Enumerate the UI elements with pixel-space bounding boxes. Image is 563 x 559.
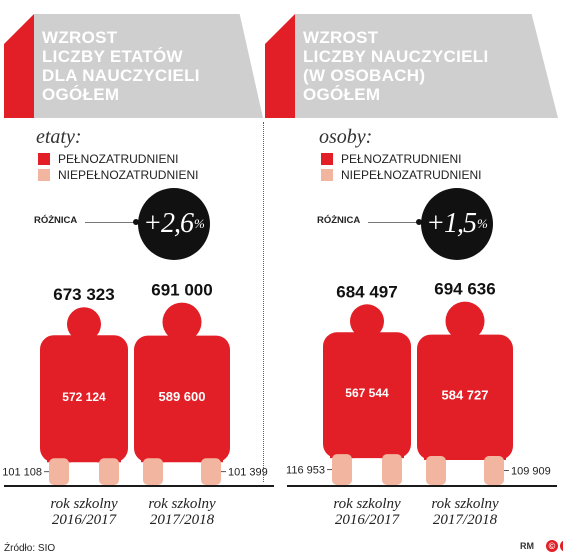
legend-swatch-part-time xyxy=(38,169,50,181)
bar-part-time xyxy=(99,458,119,485)
figure-head xyxy=(445,301,485,341)
category-label: rok szkolny 2017/2018 xyxy=(148,496,216,528)
bar-part-time xyxy=(143,458,163,485)
total-label: 684 497 xyxy=(336,282,397,301)
difference-leader-dot xyxy=(416,219,422,225)
value-label-full-time: 572 124 xyxy=(62,390,106,404)
legend-swatch-part-time xyxy=(321,169,333,181)
author-initials: RM xyxy=(520,541,534,551)
difference-leader-dot xyxy=(133,219,139,225)
figure-0: 572 124 673 323 101 108 xyxy=(2,285,128,485)
value-label-full-time: 589 600 xyxy=(159,389,206,404)
figure-hip xyxy=(141,452,165,463)
category-label: rok szkolny 2016/2017 xyxy=(333,496,401,528)
figure-head xyxy=(162,302,202,342)
total-label: 694 636 xyxy=(434,280,495,299)
legend-swatch-full-time xyxy=(321,153,333,165)
bar-part-time xyxy=(382,454,402,485)
header-notch xyxy=(265,14,295,44)
figure-head xyxy=(350,304,384,339)
bar-part-time xyxy=(332,454,352,485)
difference-badge: +2,6% xyxy=(138,188,210,260)
difference-unit: % xyxy=(477,216,488,231)
figure-hip xyxy=(424,449,448,460)
baseline xyxy=(287,485,557,487)
chart-title: WZROST LICZBY ETATÓW DLA NAUCZYCIELI OGÓ… xyxy=(42,28,200,104)
baseline xyxy=(4,485,274,487)
value-label-full-time: 567 544 xyxy=(345,386,389,400)
difference-value: +2,6 xyxy=(143,208,194,239)
source-note: Źródło: SIO xyxy=(4,543,56,554)
figure-0: 567 544 684 497 116 953 xyxy=(286,282,411,485)
people-figures: 572 124 673 323 101 108 589 600 691 000 101 3… xyxy=(2,281,268,485)
bar-part-time xyxy=(49,458,69,485)
credit: RM © P xyxy=(520,540,563,552)
figure-hip xyxy=(482,449,506,460)
figure-1: 584 727 694 636 109 909 xyxy=(417,280,551,485)
legend-item-full-time: PEŁNOZATRUDNIENI xyxy=(38,152,178,166)
legend-label: PEŁNOZATRUDNIENI xyxy=(58,152,179,166)
value-label-part-time: 101 399 xyxy=(228,467,268,479)
chart-panel-persons: WZROST LICZBY NAUCZYCIELI (W OSOBACH) OG… xyxy=(265,0,563,528)
total-label: 673 323 xyxy=(53,285,114,304)
panel-divider xyxy=(263,122,264,482)
publisher-logo-c-icon: © xyxy=(546,540,558,552)
figure-1: 589 600 691 000 101 399 xyxy=(134,281,268,485)
difference-leader-line xyxy=(85,222,135,223)
figure-hip xyxy=(380,448,404,459)
bar-part-time xyxy=(201,458,221,485)
legend-label: PEŁNOZATRUDNIENI xyxy=(341,152,462,166)
category-label: rok szkolny 2017/2018 xyxy=(431,496,499,528)
difference-label: RÓŻNICA xyxy=(34,215,78,226)
figure-head xyxy=(67,307,101,342)
legend-item-part-time: NIEPEŁNOZATRUDNIENI xyxy=(38,168,198,182)
value-label-part-time: 116 953 xyxy=(286,465,325,477)
total-label: 691 000 xyxy=(151,281,212,300)
figure-hip xyxy=(47,452,71,463)
bar-full-time xyxy=(417,334,513,460)
legend-label: NIEPEŁNOZATRUDNIENI xyxy=(341,168,482,182)
figure-hip xyxy=(97,452,121,463)
difference-leader-line xyxy=(368,222,418,223)
header-banner: WZROST LICZBY NAUCZYCIELI (W OSOBACH) OG… xyxy=(265,14,558,118)
difference-value: +1,5 xyxy=(426,208,477,239)
unit-label: etaty: xyxy=(36,126,82,148)
figure-hip xyxy=(199,452,223,463)
people-figures: 567 544 684 497 116 953 584 727 694 636 109 9… xyxy=(286,280,551,485)
header-notch xyxy=(4,14,34,44)
bar-full-time xyxy=(134,335,230,463)
chart-panel-fte: WZROST LICZBY ETATÓW DLA NAUCZYCIELI OGÓ… xyxy=(0,0,280,528)
figure-hip xyxy=(330,448,354,459)
difference-badge: +1,5% xyxy=(421,188,493,260)
value-label-full-time: 584 727 xyxy=(442,387,489,402)
header-banner: WZROST LICZBY ETATÓW DLA NAUCZYCIELI OGÓ… xyxy=(4,14,263,118)
bar-part-time xyxy=(426,455,446,485)
difference-unit: % xyxy=(194,216,205,231)
unit-label: osoby: xyxy=(319,126,373,148)
bar-full-time xyxy=(323,332,411,459)
legend-swatch-full-time xyxy=(38,153,50,165)
value-label-part-time: 109 909 xyxy=(511,465,551,477)
chart-title: WZROST LICZBY NAUCZYCIELI (W OSOBACH) OG… xyxy=(303,28,489,104)
difference-label: RÓŻNICA xyxy=(317,215,361,226)
bar-part-time xyxy=(484,455,504,485)
legend-label: NIEPEŁNOZATRUDNIENI xyxy=(58,168,199,182)
value-label-part-time: 101 108 xyxy=(2,467,42,479)
legend-item-full-time: PEŁNOZATRUDNIENI xyxy=(321,152,461,166)
bar-full-time xyxy=(40,335,128,463)
category-label: rok szkolny 2016/2017 xyxy=(50,496,118,528)
legend-item-part-time: NIEPEŁNOZATRUDNIENI xyxy=(321,168,481,182)
